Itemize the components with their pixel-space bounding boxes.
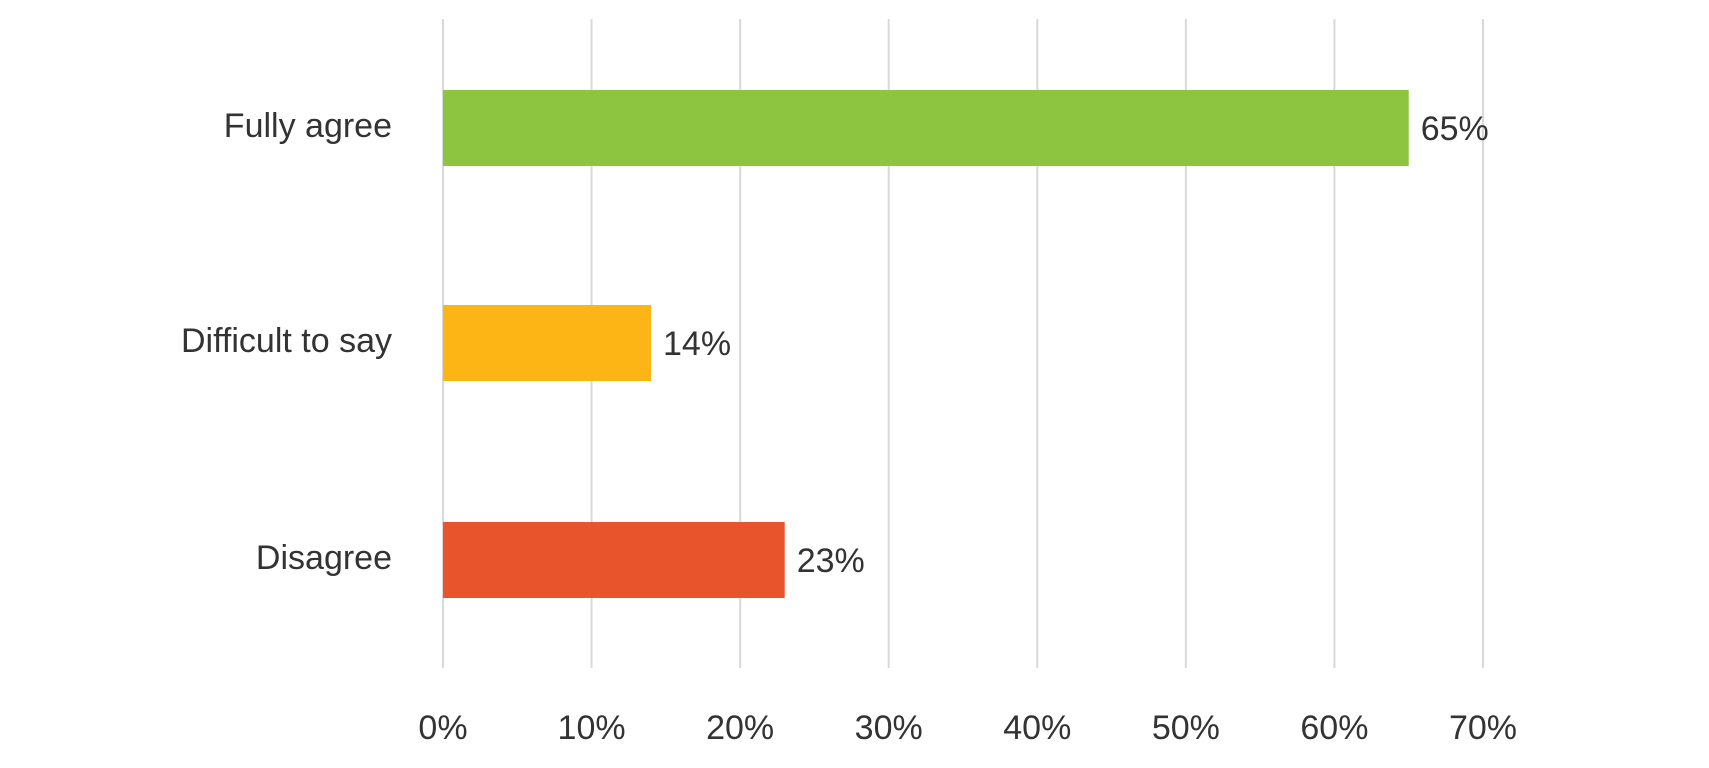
x-tick-label: 70%: [1449, 709, 1517, 747]
bar: [443, 522, 785, 598]
x-tick-label: 0%: [418, 709, 467, 747]
category-label: Disagree: [256, 539, 392, 577]
x-tick-label: 60%: [1300, 709, 1368, 747]
value-label: 23%: [797, 542, 865, 580]
x-tick-label: 50%: [1152, 709, 1220, 747]
bar: [443, 90, 1409, 166]
x-tick-label: 10%: [558, 709, 626, 747]
category-label: Fully agree: [224, 107, 392, 145]
value-label: 14%: [663, 325, 731, 363]
bar: [443, 305, 651, 381]
x-tick-label: 20%: [706, 709, 774, 747]
x-tick-label: 30%: [855, 709, 923, 747]
value-label: 65%: [1421, 110, 1489, 148]
x-tick-label: 40%: [1003, 709, 1071, 747]
category-label: Difficult to say: [181, 322, 392, 360]
